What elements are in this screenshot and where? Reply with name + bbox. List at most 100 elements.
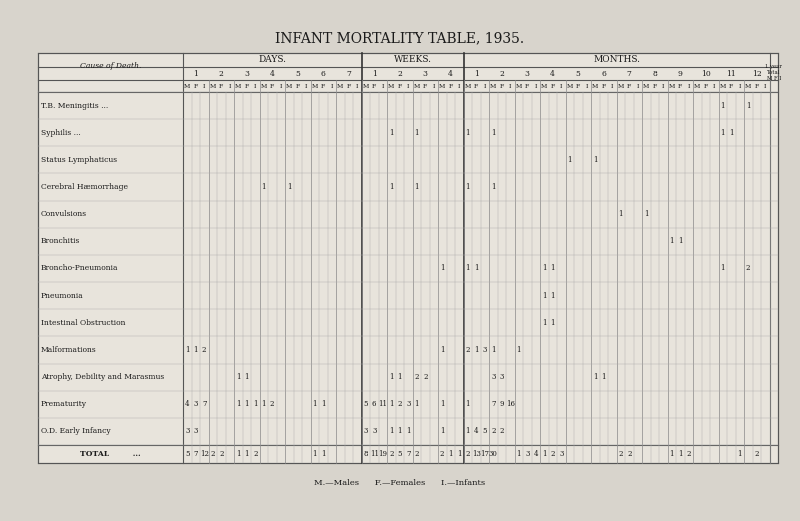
Text: 1: 1	[236, 400, 241, 408]
Text: I: I	[305, 83, 307, 89]
Text: 16: 16	[506, 400, 514, 408]
Text: 8: 8	[652, 69, 657, 78]
Text: 3: 3	[406, 400, 410, 408]
Text: 7: 7	[627, 69, 632, 78]
Text: M: M	[337, 83, 343, 89]
Text: I: I	[713, 83, 715, 89]
Text: 1: 1	[474, 346, 478, 354]
Text: 2: 2	[202, 346, 206, 354]
Text: I: I	[637, 83, 639, 89]
Text: 4: 4	[550, 69, 555, 78]
Text: F: F	[398, 83, 402, 89]
Text: 2: 2	[499, 69, 504, 78]
Text: I: I	[407, 83, 410, 89]
Text: 1: 1	[670, 450, 674, 458]
Text: M: M	[669, 83, 675, 89]
Text: M: M	[210, 83, 216, 89]
Text: 4: 4	[270, 69, 274, 78]
Text: I: I	[458, 83, 461, 89]
Text: F: F	[321, 83, 326, 89]
Text: 1: 1	[313, 450, 317, 458]
Text: I: I	[560, 83, 562, 89]
Text: 1: 1	[262, 183, 266, 191]
Text: 3: 3	[185, 427, 190, 436]
Text: M: M	[311, 83, 318, 89]
Text: 4: 4	[534, 450, 538, 458]
Text: F: F	[296, 83, 300, 89]
Text: 1: 1	[245, 450, 249, 458]
Text: 3: 3	[499, 373, 504, 381]
Text: 1: 1	[466, 265, 470, 272]
Text: 4: 4	[474, 427, 478, 436]
Text: 1: 1	[236, 373, 241, 381]
Text: 3: 3	[422, 69, 428, 78]
Text: M: M	[694, 83, 701, 89]
Text: 1: 1	[389, 183, 394, 191]
Text: Pneumonia: Pneumonia	[41, 292, 84, 300]
Text: 2: 2	[270, 400, 274, 408]
Text: F: F	[602, 83, 606, 89]
Text: 6: 6	[321, 69, 326, 78]
Text: F: F	[449, 83, 453, 89]
Text: Status Lymphaticus: Status Lymphaticus	[41, 156, 117, 164]
Text: 1: 1	[474, 265, 478, 272]
Text: 7: 7	[491, 400, 495, 408]
Text: 2: 2	[389, 450, 394, 458]
Text: 3: 3	[559, 450, 563, 458]
Text: F: F	[219, 83, 223, 89]
Text: 1: 1	[262, 400, 266, 408]
Text: 1: 1	[542, 265, 546, 272]
Text: 2: 2	[627, 450, 631, 458]
Text: I: I	[509, 83, 511, 89]
Text: 1: 1	[593, 373, 598, 381]
Text: 1: 1	[389, 427, 394, 436]
Text: M: M	[235, 83, 242, 89]
Text: 12: 12	[200, 450, 209, 458]
Text: 1: 1	[550, 265, 555, 272]
Text: 2: 2	[466, 346, 470, 354]
Text: 1: 1	[678, 238, 682, 245]
Text: M: M	[566, 83, 573, 89]
Text: 1: 1	[542, 292, 546, 300]
Text: 1: 1	[517, 450, 521, 458]
Text: 1: 1	[542, 450, 546, 458]
Text: Convulsions: Convulsions	[41, 210, 87, 218]
Text: 8: 8	[363, 450, 368, 458]
Text: F: F	[372, 83, 376, 89]
Text: I: I	[356, 83, 358, 89]
Text: F: F	[704, 83, 708, 89]
Text: F: F	[423, 83, 427, 89]
Text: Bronchitis: Bronchitis	[41, 238, 80, 245]
Text: 2: 2	[423, 373, 427, 381]
Text: 12: 12	[752, 69, 762, 78]
Text: 1: 1	[389, 373, 394, 381]
Text: 1: 1	[440, 400, 445, 408]
Text: I: I	[330, 83, 333, 89]
Text: Atrophy, Debility and Marasmus: Atrophy, Debility and Marasmus	[41, 373, 164, 381]
Text: 1: 1	[457, 450, 462, 458]
Text: 1: 1	[414, 183, 419, 191]
Text: M: M	[388, 83, 394, 89]
Text: DAYS.: DAYS.	[258, 56, 286, 65]
Text: I: I	[433, 83, 435, 89]
Text: 1: 1	[398, 427, 402, 436]
Text: 11: 11	[370, 450, 378, 458]
Text: 5: 5	[185, 450, 190, 458]
Text: 7: 7	[194, 450, 198, 458]
Text: 3: 3	[194, 427, 198, 436]
Text: 1: 1	[321, 450, 326, 458]
Text: I: I	[229, 83, 231, 89]
Text: 5: 5	[295, 69, 300, 78]
Text: 1: 1	[440, 265, 445, 272]
Text: M: M	[618, 83, 624, 89]
Text: M: M	[745, 83, 751, 89]
Text: F: F	[678, 83, 682, 89]
Text: F: F	[270, 83, 274, 89]
Text: 2: 2	[398, 400, 402, 408]
Text: 1: 1	[644, 210, 649, 218]
Text: M: M	[592, 83, 598, 89]
Text: 11: 11	[378, 400, 387, 408]
Text: I: I	[279, 83, 282, 89]
Text: 9: 9	[499, 400, 504, 408]
Text: 2: 2	[746, 265, 750, 272]
